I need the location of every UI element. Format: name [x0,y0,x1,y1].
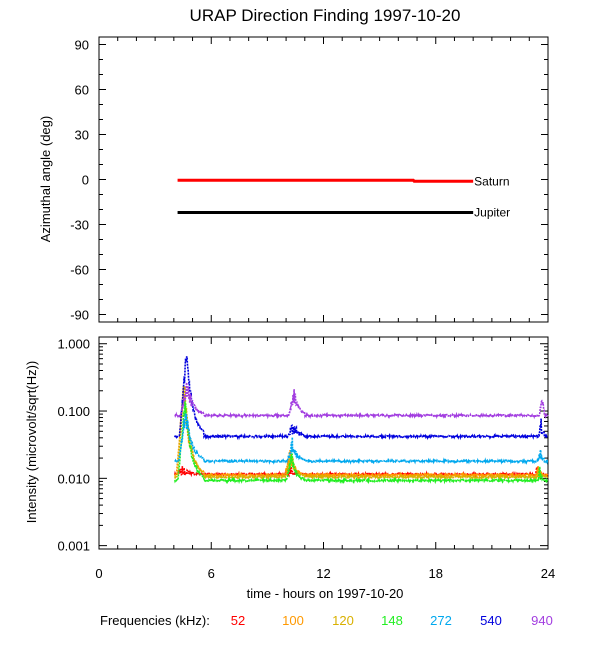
frequency-legend-item-120: 120 [332,613,354,628]
azimuth-y-tick-label: 90 [75,38,89,53]
intensity-y-tick-label: 0.010 [57,471,90,486]
frequency-legend-item-100: 100 [282,613,304,628]
frequency-legend-item-540: 540 [480,613,502,628]
frequency-legend: Frequencies (kHz): 52 100 120 148 272 540 940 [100,613,553,628]
azimuth-y-tick-label: 0 [82,173,89,188]
intensity-series-148 [174,401,549,485]
frequency-legend-item-272: 272 [430,613,452,628]
frequency-legend-item-940: 940 [531,613,553,628]
series-label-saturn: Saturn [474,174,509,188]
intensity-panel: 1.000 0.100 0.010 0.001 0 6 12 18 24 Intensity … [24,336,555,601]
intensity-y-tick-label: 0.100 [57,404,90,419]
series-line-saturn [177,178,474,183]
intensity-x-tick-label: 0 [95,566,102,581]
azimuth-panel: 90 60 30 0 -30 -60 -90 Saturn Jupiter Azimuthal… [38,36,549,323]
intensity-y-tick-label: 0.001 [57,539,90,554]
intensity-y-tick-label: 1.000 [57,337,90,352]
intensity-series [174,356,549,485]
azimuth-y-tick-label: -30 [70,218,89,233]
azimuth-y-label: Azimuthal angle (deg) [38,116,53,242]
azimuth-y-axis: 90 60 30 0 -30 -60 -90 [70,38,548,323]
azimuth-y-tick-label: 30 [75,128,89,143]
intensity-series-272 [174,413,549,466]
series-label-jupiter: Jupiter [474,206,510,220]
intensity-x-axis: 0 6 12 18 24 [95,337,555,581]
intensity-series-540 [174,356,549,441]
chart-title: URAP Direction Finding 1997-10-20 [190,6,461,25]
frequency-legend-item-52: 52 [231,613,245,628]
azimuth-y-tick-label: -90 [70,308,89,323]
intensity-x-tick-label: 24 [541,566,555,581]
azimuth-x-axis [98,37,549,322]
azimuth-series: Saturn Jupiter [177,174,510,220]
intensity-x-tick-label: 12 [316,566,330,581]
intensity-x-label: time - hours on 1997-10-20 [247,586,404,601]
intensity-x-tick-label: 6 [208,566,215,581]
azimuth-y-tick-label: -60 [70,263,89,278]
intensity-y-axis: 1.000 0.100 0.010 0.001 [57,337,548,554]
intensity-series-120 [174,385,549,481]
frequency-legend-item-148: 148 [381,613,403,628]
intensity-panel-frame [98,336,549,550]
frequency-legend-title: Frequencies (kHz): [100,613,210,628]
intensity-x-tick-label: 18 [429,566,443,581]
intensity-y-label: Intensity (microvolt/sqrt(Hz)) [24,361,39,524]
azimuth-y-tick-label: 60 [75,83,89,98]
intensity-series-940 [174,382,549,420]
